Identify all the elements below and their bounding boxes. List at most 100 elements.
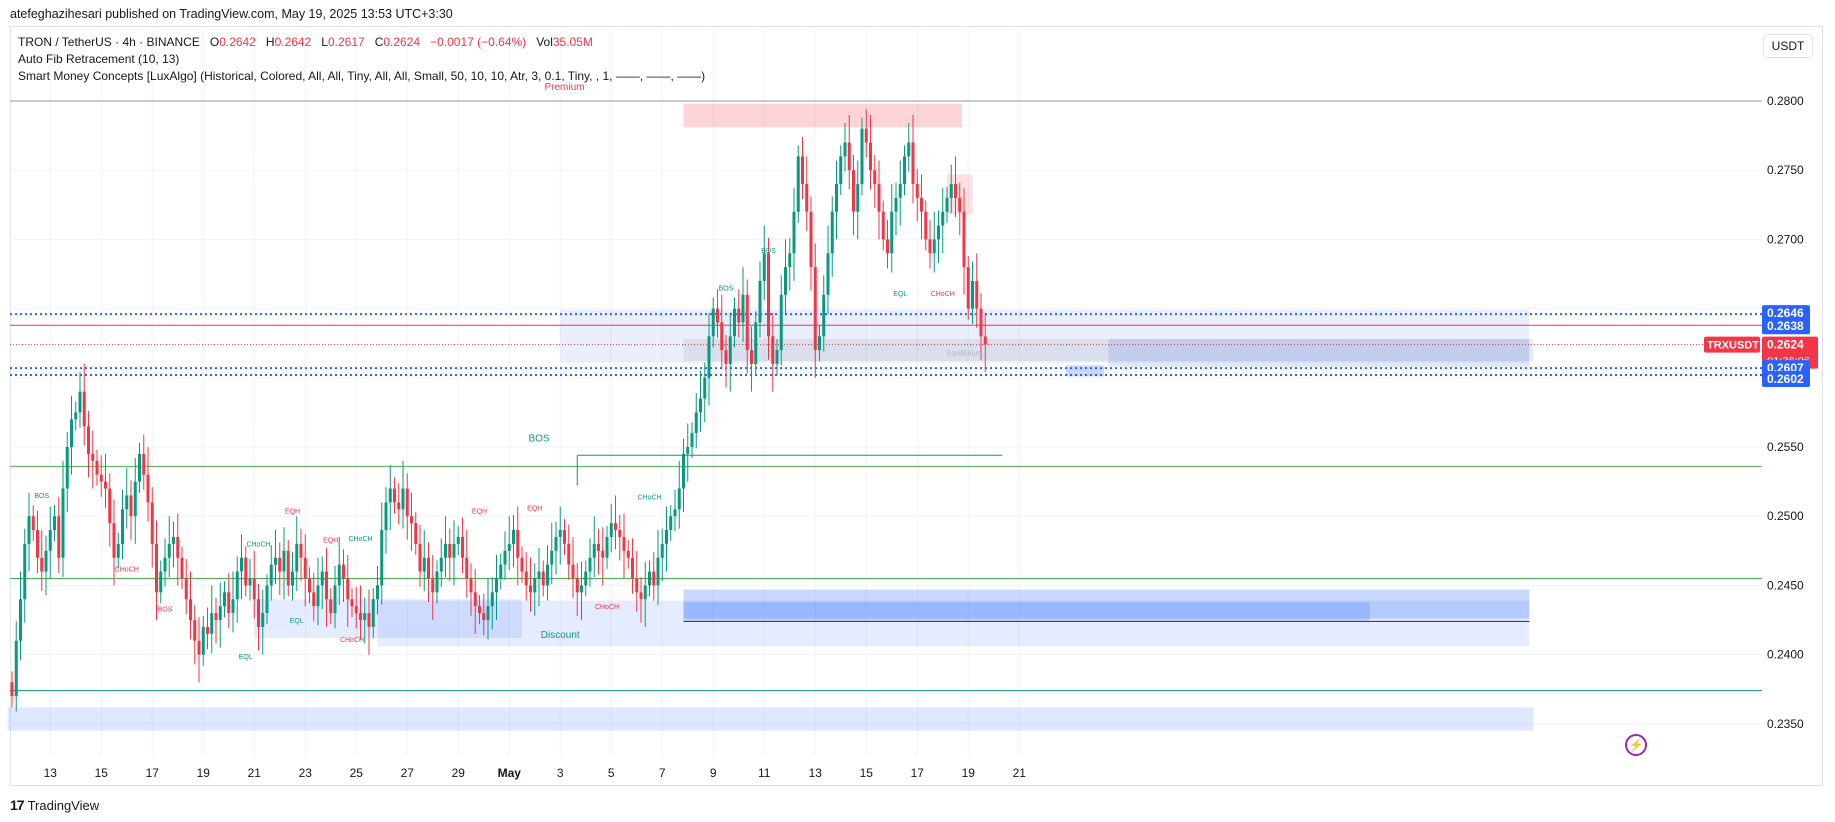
open-value: 0.2642 <box>219 35 256 49</box>
candle-body <box>563 530 566 544</box>
candle-body <box>53 516 56 531</box>
candle-body <box>469 578 473 593</box>
candle-body <box>601 550 605 558</box>
flash-icon[interactable]: ⚡ <box>1625 734 1647 756</box>
candle-body <box>524 571 528 586</box>
candle-body <box>924 211 928 240</box>
candle-body <box>354 606 358 614</box>
y-tick-label: 0.2350 <box>1767 717 1804 731</box>
candle-body <box>414 523 418 544</box>
candle-body <box>333 585 337 614</box>
y-tick-label: 0.2750 <box>1767 163 1804 177</box>
currency-button[interactable]: USDT <box>1763 34 1813 58</box>
top-bar: atefeghazihesari published on TradingVie… <box>0 0 1835 26</box>
candle-body <box>920 197 923 212</box>
x-tick-label: 19 <box>962 766 976 780</box>
candle-body <box>724 350 728 364</box>
candle-body <box>342 564 345 579</box>
candle-body <box>248 578 252 586</box>
chart-frame[interactable] <box>10 26 1823 786</box>
candle-body <box>754 322 758 364</box>
candle-body <box>830 211 834 254</box>
candle-body <box>99 474 103 482</box>
candle-body <box>44 550 48 572</box>
candle-body <box>716 308 719 323</box>
candle-body <box>257 599 260 627</box>
demand-block-lower <box>1066 365 1105 377</box>
candle-body <box>308 578 311 593</box>
candle-body <box>720 322 724 351</box>
candle-body <box>605 536 609 558</box>
equilibrium-grey <box>683 339 1534 362</box>
candle-body <box>125 495 129 510</box>
candle-body <box>108 488 112 524</box>
candle-body <box>23 543 27 600</box>
candle-body <box>537 571 541 579</box>
candle-body <box>805 184 809 212</box>
order-block-1 <box>683 589 1530 619</box>
x-tick-label: 11 <box>758 766 771 780</box>
candle-body <box>686 447 690 454</box>
candle-body <box>656 557 660 586</box>
candle-body <box>142 453 146 475</box>
price-label: 0.2638 <box>1767 319 1804 333</box>
volume-label: Vol <box>536 35 553 49</box>
price-label: 0.2602 <box>1767 372 1804 386</box>
candle-body <box>881 211 885 240</box>
candle-body <box>958 197 962 212</box>
candle-body <box>588 557 592 572</box>
x-tick-label: 25 <box>350 766 364 780</box>
candle-body <box>864 128 868 143</box>
candle-body <box>291 571 294 586</box>
candle-body <box>244 557 248 586</box>
candle-body <box>286 550 290 586</box>
chart-annotation: BOS <box>34 493 49 500</box>
candle-body <box>57 516 61 558</box>
candle-body <box>439 557 443 572</box>
candle-body <box>945 197 949 212</box>
x-tick-label: 21 <box>1013 766 1027 780</box>
candle-body <box>903 156 906 185</box>
candle-body <box>758 280 762 323</box>
chart-annotation: Equilibrium <box>947 351 982 358</box>
open-label: O <box>209 35 220 49</box>
candle-body <box>928 239 932 254</box>
candle-body <box>567 543 571 565</box>
chart-annotation: CHoCH <box>340 637 364 644</box>
candle-body <box>558 530 562 537</box>
candle-body <box>138 453 141 482</box>
fib-indicator-legend[interactable]: Auto Fib Retracement (10, 13) <box>18 52 180 66</box>
symbol-legend[interactable]: TRON / TetherUS · 4h · BINANCE O0.2642 H… <box>18 35 593 49</box>
candle-body <box>201 626 205 655</box>
candle-body <box>155 543 158 593</box>
candle-body <box>937 225 940 240</box>
chart-annotation: EQH <box>472 508 487 515</box>
candle-body <box>223 592 226 607</box>
candle-body <box>329 599 333 614</box>
symbol-title: TRON / TetherUS · 4h · BINANCE <box>18 35 200 49</box>
candle-body <box>376 585 379 600</box>
candle-body <box>792 211 796 254</box>
candle-body <box>316 585 320 607</box>
y-tick-label: 0.2800 <box>1767 94 1804 108</box>
x-tick-label: 29 <box>452 766 466 780</box>
candle-body <box>503 550 507 565</box>
candle-body <box>975 280 979 309</box>
candle-body <box>19 599 22 641</box>
candle-body <box>214 613 218 620</box>
candle-body <box>337 564 341 586</box>
candle-body <box>473 592 477 607</box>
candle-body <box>835 184 838 212</box>
high-label: H <box>265 35 275 49</box>
candle-body <box>150 502 154 544</box>
smc-indicator-legend[interactable]: Smart Money Concepts [LuxAlgo] (Historic… <box>18 69 706 83</box>
candle-body <box>180 557 184 579</box>
candle-body <box>478 606 481 614</box>
candle-body <box>388 488 392 503</box>
order-block-3 <box>254 599 522 638</box>
candle-body <box>486 606 490 620</box>
candle-body <box>813 267 817 351</box>
low-value: 0.2617 <box>327 35 365 49</box>
candle-body <box>231 599 235 614</box>
